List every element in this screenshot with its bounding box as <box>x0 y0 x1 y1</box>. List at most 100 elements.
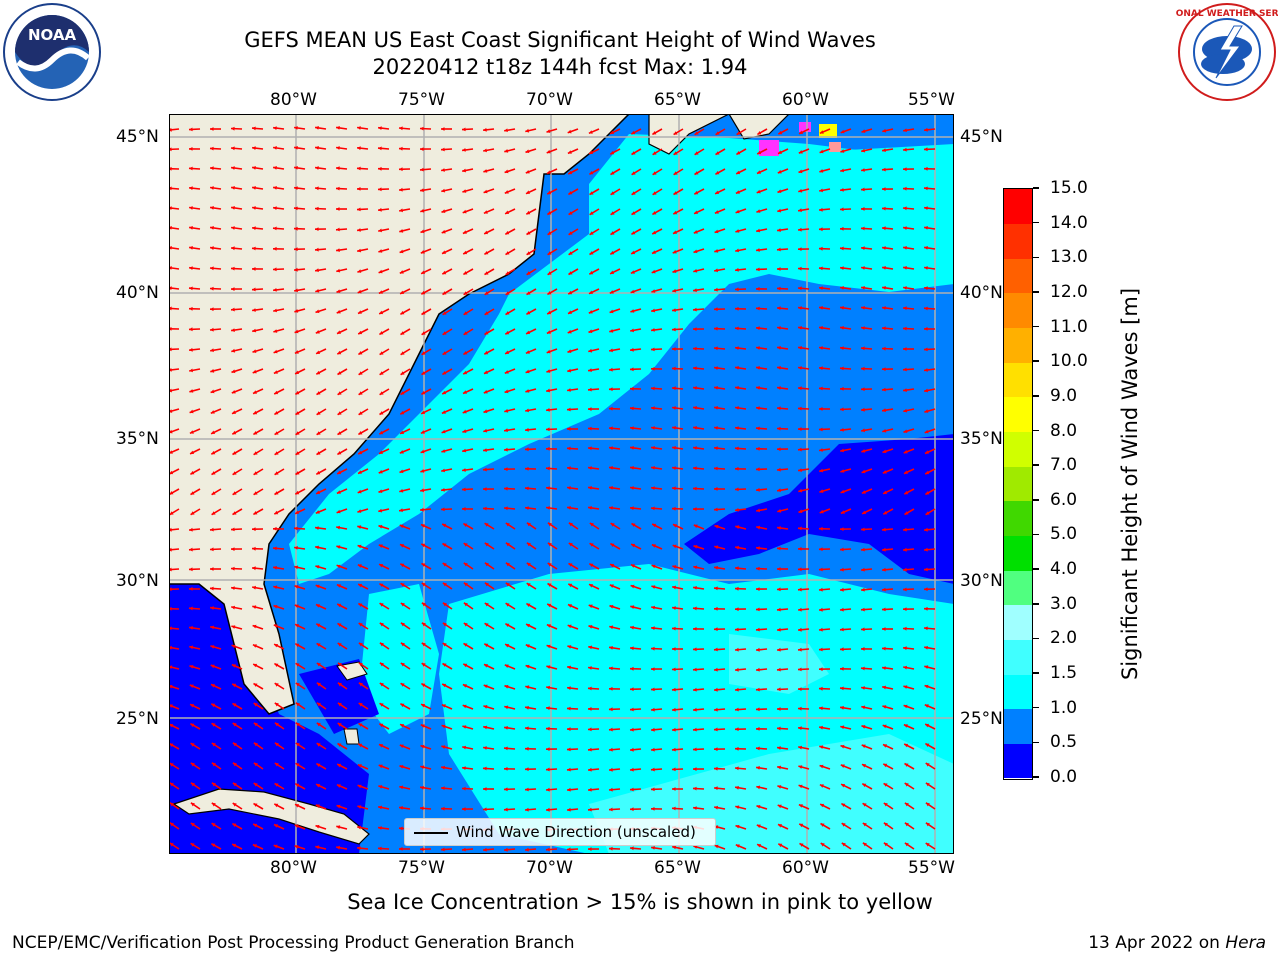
wind-arrow-head <box>189 645 194 650</box>
wind-arrow-head <box>861 490 866 494</box>
wind-arrow-head <box>862 783 867 788</box>
wind-arrow-head <box>421 524 425 528</box>
wind-arrow-head <box>735 267 739 272</box>
wind-arrow-head <box>484 623 489 627</box>
wind-arrow-head <box>840 587 844 592</box>
wind-arrow-head <box>882 167 886 172</box>
wind-arrow-head <box>735 785 739 790</box>
wind-arrow-head <box>693 806 697 810</box>
wind-arrow-head <box>589 191 594 195</box>
wind-arrow-head <box>336 248 340 252</box>
wind-arrow-head <box>253 663 258 668</box>
wind-arrow-head <box>903 246 907 250</box>
wind-arrow-head <box>232 471 237 475</box>
colorbar-tick-label: 6.0 <box>1050 489 1078 510</box>
colorbar-segment <box>1004 431 1032 467</box>
wind-arrow-head <box>378 508 383 513</box>
wind-arrow-head <box>231 206 235 210</box>
wind-arrow-head <box>672 446 676 450</box>
wind-arrow-head <box>840 627 844 632</box>
wind-arrow-head <box>546 726 550 731</box>
wind-arrow-head <box>714 307 718 312</box>
wind-arrow-head <box>231 266 235 271</box>
wind-arrow-head <box>882 666 886 670</box>
wind-arrow-head <box>210 606 214 610</box>
wind-arrow-head <box>819 547 823 552</box>
wind-arrow-head <box>421 663 426 667</box>
wind-arrow-head <box>819 607 823 612</box>
wind-arrow-head <box>756 587 760 591</box>
wind-arrow-head <box>189 684 194 688</box>
wind-arrow-head <box>253 471 258 475</box>
wind-arrow-head <box>588 767 592 772</box>
wind-arrow-head <box>232 803 237 807</box>
wind-arrow-head <box>715 151 720 155</box>
wind-arrow-head <box>504 684 509 689</box>
wind-arrow-head <box>609 426 613 431</box>
lon-tick-top: 60°W <box>782 90 829 110</box>
wind-arrow-head <box>315 247 319 252</box>
wind-arrow-head <box>903 186 907 191</box>
wind-arrow-head <box>252 527 256 532</box>
wind-arrow-head <box>441 704 446 708</box>
wind-arrow-head <box>609 727 613 732</box>
wind-arrow-head <box>525 847 529 852</box>
lon-tick-bottom: 70°W <box>526 858 573 878</box>
wind-arrow-head <box>841 803 846 807</box>
wind-arrow-head <box>630 270 635 274</box>
wind-arrow-head <box>274 644 279 648</box>
wind-arrow-head <box>294 186 298 190</box>
wind-arrow-head <box>588 387 592 392</box>
wind-arrow-head <box>651 626 655 631</box>
wind-arrow-head <box>924 704 929 708</box>
wind-arrow-head <box>798 286 802 291</box>
wind-arrow-head <box>252 146 256 150</box>
wind-arrow-head <box>378 228 382 233</box>
colorbar-tick-label: 11.0 <box>1050 316 1088 337</box>
wind-arrow-head <box>609 290 614 294</box>
wind-arrow-head <box>379 411 384 415</box>
wind-arrow-head <box>903 347 907 351</box>
wind-arrow-head <box>211 450 216 455</box>
wind-arrow-head <box>777 306 781 311</box>
wind-arrow-head <box>777 447 781 452</box>
wind-arrow-head <box>358 682 363 687</box>
wind-arrow-head <box>862 803 867 807</box>
wind-arrow-head <box>546 767 550 772</box>
wind-arrow-head <box>882 587 886 592</box>
wind-arrow-head <box>882 326 886 331</box>
wind-arrow-head <box>588 645 593 650</box>
wind-arrow-head <box>630 466 634 470</box>
wind-arrow-head <box>735 326 739 331</box>
wind-arrow-head <box>525 350 530 354</box>
wind-arrow-head <box>693 545 698 549</box>
wind-arrow-head <box>567 150 572 154</box>
wind-arrow-head <box>567 665 571 670</box>
wind-arrow-head <box>588 310 593 314</box>
wind-arrow-head <box>526 330 531 334</box>
wind-arrow-head <box>252 566 256 571</box>
wind-arrow-head <box>546 747 550 751</box>
wind-arrow-head <box>735 667 739 672</box>
wind-arrow-head <box>399 249 404 254</box>
wind-arrow-head <box>735 229 740 233</box>
colorbar-tick-mark <box>1033 568 1039 570</box>
wind-arrow-head <box>357 509 362 513</box>
wind-arrow-head <box>756 707 760 712</box>
wind-arrow-head <box>756 228 761 233</box>
wind-arrow-head <box>231 126 235 131</box>
wind-arrow-head <box>210 327 214 332</box>
wind-arrow-head <box>798 804 803 808</box>
wind-arrow-head <box>819 407 823 411</box>
wind-arrow-head <box>840 567 844 572</box>
wind-arrow-head <box>798 208 802 213</box>
wind-arrow-head <box>546 506 550 510</box>
wind-arrow-head <box>693 647 697 652</box>
wind-arrow-head <box>232 491 237 495</box>
wind-arrow-head <box>483 766 487 771</box>
wind-arrow-head <box>672 406 676 410</box>
wind-arrow-head <box>673 151 678 155</box>
wind-arrow-head <box>777 546 781 551</box>
wind-arrow-head <box>693 747 697 752</box>
wind-arrow-head <box>316 391 321 395</box>
